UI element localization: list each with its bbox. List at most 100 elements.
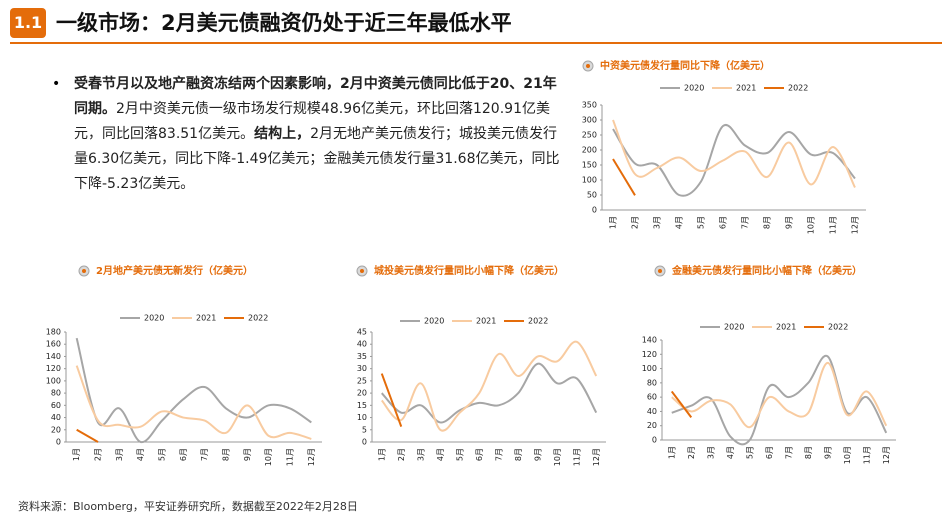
- y-tick-label: 80: [647, 378, 657, 387]
- series-line: [612, 119, 856, 188]
- x-tick-label: 6月: [475, 448, 484, 461]
- x-tick-label: 8月: [514, 448, 523, 461]
- legend-label: 2021: [776, 323, 796, 332]
- title-icon-dot: [82, 269, 86, 273]
- x-tick-label: 6月: [179, 448, 188, 461]
- x-tick-label: 10月: [843, 446, 852, 464]
- x-tick-label: 7月: [784, 446, 793, 459]
- legend-label: 2022: [528, 317, 548, 326]
- series-line: [75, 337, 312, 444]
- legend-label: 2020: [144, 314, 164, 323]
- title-icon-dot: [360, 269, 364, 273]
- x-tick-label: 9月: [243, 448, 252, 461]
- legend-label: 2020: [724, 323, 744, 332]
- title-rule: [10, 42, 942, 44]
- x-tick-label: 4月: [136, 448, 145, 461]
- y-tick-label: 20: [51, 425, 61, 434]
- y-tick-label: 40: [51, 413, 61, 422]
- y-tick-label: 60: [51, 401, 61, 410]
- y-tick-label: 150: [582, 161, 597, 170]
- x-tick-label: 4月: [726, 446, 735, 459]
- legend-label: 2022: [828, 323, 848, 332]
- x-tick-label: 12月: [307, 448, 316, 466]
- series-line: [380, 373, 403, 427]
- y-tick-label: 0: [56, 438, 61, 447]
- series-line: [671, 361, 888, 429]
- x-tick-label: 5月: [745, 446, 754, 459]
- x-tick-label: 9月: [785, 216, 794, 229]
- chart-title: 城投美元债发行量同比小幅下降（亿美元）: [374, 264, 564, 277]
- y-tick-label: 300: [582, 116, 597, 125]
- x-tick-label: 11月: [829, 216, 838, 234]
- legend-label: 2020: [684, 84, 704, 93]
- x-tick-label: 7月: [200, 448, 209, 461]
- y-tick-label: 100: [642, 364, 657, 373]
- series-line: [612, 123, 856, 197]
- x-tick-label: 3月: [653, 216, 662, 229]
- title-icon-dot: [658, 269, 662, 273]
- y-tick-label: 25: [357, 376, 367, 385]
- series-line: [381, 362, 598, 424]
- legend-label: 2021: [476, 317, 496, 326]
- x-tick-label: 2月: [94, 448, 103, 461]
- x-tick-label: 1月: [377, 448, 386, 461]
- y-tick-label: 350: [582, 101, 597, 110]
- legend-label: 2022: [788, 84, 808, 93]
- x-tick-label: 12月: [851, 216, 860, 234]
- x-tick-label: 1月: [667, 446, 676, 459]
- x-tick-label: 8月: [763, 216, 772, 229]
- series-line: [75, 365, 312, 440]
- y-tick-label: 140: [642, 336, 657, 345]
- x-tick-label: 10月: [553, 448, 562, 466]
- legend-label: 2021: [196, 314, 216, 323]
- x-tick-label: 12月: [882, 446, 891, 464]
- paragraph: 受春节月以及地产融资冻结两个因素影响，2月中资美元债同比低于20、21年同期。2…: [74, 72, 560, 197]
- y-tick-label: 120: [46, 364, 61, 373]
- legend-label: 2021: [736, 84, 756, 93]
- y-tick-label: 0: [592, 206, 597, 215]
- chart-title: 金融美元债发行量同比小幅下降（亿美元）: [671, 264, 862, 277]
- x-tick-label: 11月: [286, 448, 295, 466]
- y-tick-label: 35: [357, 352, 367, 361]
- x-tick-label: 10月: [264, 448, 273, 466]
- x-tick-label: 2月: [687, 446, 696, 459]
- y-tick-label: 200: [582, 146, 597, 155]
- y-tick-label: 100: [46, 376, 61, 385]
- bullet: •: [52, 76, 61, 92]
- x-tick-label: 8月: [222, 448, 231, 461]
- x-tick-label: 2月: [397, 448, 406, 461]
- x-tick-label: 10月: [807, 216, 816, 234]
- y-tick-label: 0: [652, 436, 657, 445]
- text-run: 2月无地产美元债发行；城投美元债发行量6.30亿美元，同比下降-1.49亿美元；…: [74, 126, 560, 192]
- text-run: 2月中资美元债一级市场发行规模48.96亿美元，环比回落120.91亿美元，同比…: [74, 101, 550, 142]
- source-note: 资料来源：Bloomberg，平安证券研究所，数据截至2022年2月28日: [18, 500, 358, 513]
- slide-title: 一级市场：2月美元债融资仍处于近三年最低水平: [56, 11, 512, 35]
- x-tick-label: 5月: [158, 448, 167, 461]
- text-run: 受春节月以及地产融资冻结两个因素影响，2月中资美元债同比低于20、21年同期。: [74, 76, 557, 117]
- legend-label: 2022: [248, 314, 268, 323]
- y-tick-label: 15: [357, 401, 367, 410]
- x-tick-label: 3月: [706, 446, 715, 459]
- x-tick-label: 7月: [741, 216, 750, 229]
- y-tick-label: 40: [647, 407, 657, 416]
- y-tick-label: 10: [357, 413, 367, 422]
- chart-title: 中资美元债发行量同比下降（亿美元）: [600, 59, 770, 72]
- x-tick-label: 8月: [804, 446, 813, 459]
- x-tick-label: 4月: [436, 448, 445, 461]
- series-line: [671, 354, 888, 446]
- x-tick-label: 9月: [823, 446, 832, 459]
- x-tick-label: 11月: [572, 448, 581, 466]
- chart-title: 2月地产美元债无新发行（亿美元）: [96, 264, 253, 277]
- y-tick-label: 160: [46, 340, 61, 349]
- x-tick-label: 6月: [765, 446, 774, 459]
- y-tick-label: 140: [46, 352, 61, 361]
- y-tick-label: 20: [647, 421, 657, 430]
- y-tick-label: 40: [357, 340, 367, 349]
- x-tick-label: 2月: [631, 216, 640, 229]
- x-tick-label: 11月: [862, 446, 871, 464]
- x-tick-label: 5月: [455, 448, 464, 461]
- y-tick-label: 180: [46, 328, 61, 337]
- x-tick-label: 4月: [675, 216, 684, 229]
